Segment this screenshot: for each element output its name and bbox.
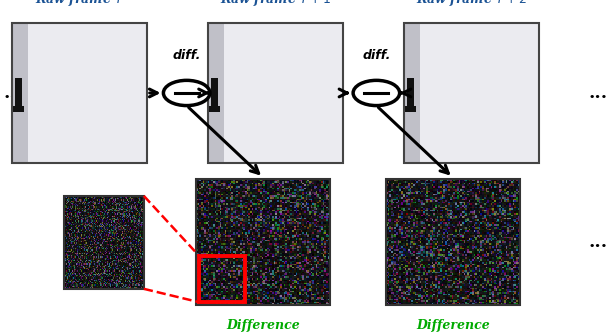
Bar	[13, 106, 24, 112]
Text: diff.: diff.	[362, 49, 390, 62]
Bar	[15, 78, 23, 108]
Bar	[208, 23, 224, 163]
Bar	[211, 78, 218, 108]
Bar	[196, 179, 330, 305]
Bar	[209, 106, 220, 112]
Text: ...: ...	[4, 84, 23, 102]
Text: ...: ...	[589, 84, 608, 102]
Text: Difference
frame $T$: Difference frame $T$	[226, 319, 300, 332]
Circle shape	[163, 80, 210, 106]
Bar	[407, 78, 414, 108]
Text: Raw frame $T+2$: Raw frame $T+2$	[416, 0, 527, 8]
Bar	[12, 23, 147, 163]
Bar	[12, 23, 28, 163]
Text: diff.: diff.	[173, 49, 201, 62]
Bar	[420, 23, 539, 163]
Text: Raw frame $T+1$: Raw frame $T+1$	[220, 0, 331, 8]
Bar	[199, 256, 245, 302]
Bar	[404, 23, 539, 163]
Bar	[64, 196, 144, 289]
Bar	[404, 23, 420, 163]
Bar	[12, 23, 147, 163]
Text: Difference
frame $T+1$: Difference frame $T+1$	[414, 319, 492, 332]
Circle shape	[353, 80, 400, 106]
Bar	[386, 179, 520, 305]
Bar	[208, 23, 343, 163]
Bar	[208, 23, 343, 163]
Bar	[28, 23, 147, 163]
Bar	[224, 23, 343, 163]
Bar	[404, 23, 539, 163]
Bar	[405, 106, 416, 112]
Text: ...: ...	[589, 233, 608, 251]
Text: Raw frame $T$: Raw frame $T$	[35, 0, 124, 8]
